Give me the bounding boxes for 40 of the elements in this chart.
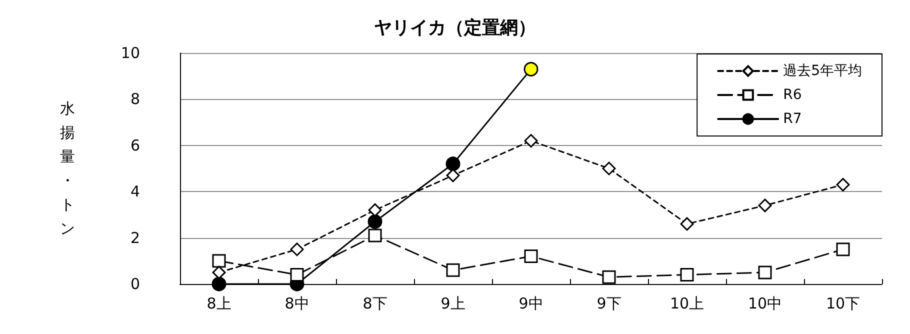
y-tick-label: 6 bbox=[130, 136, 140, 154]
point bbox=[212, 276, 226, 292]
point bbox=[524, 134, 538, 148]
point bbox=[446, 156, 460, 172]
legend-label: 過去5年平均 bbox=[783, 63, 862, 79]
x-tick-label: 9上 bbox=[440, 294, 466, 312]
point bbox=[680, 217, 694, 231]
point bbox=[758, 266, 772, 280]
x-tick-label: 8下 bbox=[362, 294, 388, 312]
point bbox=[446, 168, 460, 182]
x-tick-label: 10上 bbox=[670, 294, 704, 312]
point bbox=[524, 62, 538, 76]
x-tick-label: 9下 bbox=[596, 294, 622, 312]
y-tick-label: 2 bbox=[130, 228, 140, 247]
point bbox=[212, 254, 226, 268]
y-axis-title: 水揚量・トン bbox=[60, 100, 75, 238]
point bbox=[368, 214, 382, 229]
x-tick-label: 10中 bbox=[748, 294, 782, 312]
point bbox=[602, 270, 616, 284]
point bbox=[368, 203, 382, 217]
point bbox=[290, 268, 304, 282]
point bbox=[836, 242, 850, 256]
x-tick-label: 8中 bbox=[284, 294, 310, 312]
y-tick-label: 4 bbox=[130, 182, 140, 201]
x-tick-label: 8上 bbox=[206, 294, 232, 312]
legend-label: R6 bbox=[783, 87, 802, 103]
x-tick-label: 10下 bbox=[826, 294, 860, 312]
point bbox=[290, 242, 304, 256]
point bbox=[368, 228, 382, 242]
chart-title: ヤリイカ（定置網） bbox=[374, 18, 536, 38]
y-tick-label: 10 bbox=[120, 44, 140, 62]
point bbox=[836, 178, 850, 192]
y-tick-label: 8 bbox=[130, 90, 140, 108]
point bbox=[524, 250, 538, 264]
x-tick-label: 9中 bbox=[518, 294, 544, 312]
y-tick-label: 0 bbox=[130, 275, 140, 293]
point bbox=[680, 268, 694, 282]
point bbox=[758, 198, 772, 212]
point bbox=[446, 263, 460, 277]
legend-label: R7 bbox=[783, 111, 802, 127]
